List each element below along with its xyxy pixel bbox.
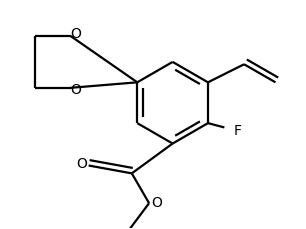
Text: F: F — [234, 124, 242, 138]
Text: O: O — [151, 196, 162, 210]
Text: O: O — [76, 157, 87, 171]
Text: O: O — [71, 83, 81, 97]
Text: O: O — [71, 27, 81, 41]
